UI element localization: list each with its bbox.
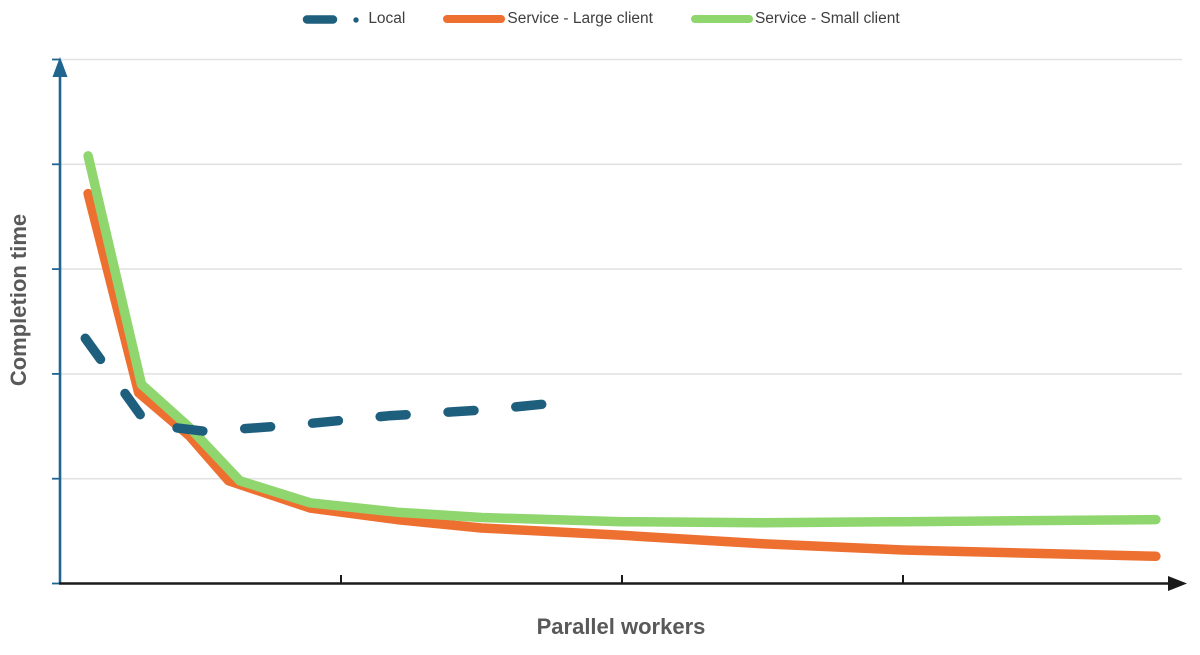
series-line-service-large-client [83,188,1161,562]
legend: Local Service - Large client Service - S… [0,6,1200,32]
legend-item-local: Local [300,10,405,28]
service-small-line-swatch-icon [690,15,753,23]
legend-label-local: Local [368,10,406,27]
y-axis-label-wrap: Completion time [2,0,36,600]
x-axis-arrow-icon [1168,576,1187,591]
y-axis-arrow-icon [52,57,68,77]
local-dash-dot-swatch-icon [303,15,360,24]
series-line-local [80,333,568,437]
legend-label-service-small: Service - Small client [754,10,900,27]
legend-item-service-small: Service - Small client [690,10,900,28]
legend-label-service-large: Service - Large client [507,10,653,27]
service-large-line-swatch-icon [443,15,506,23]
y-axis-label: Completion time [6,213,31,387]
legend-item-service-large: Service - Large client [443,10,653,28]
x-axis-label: Parallel workers [536,614,706,639]
series-line-service-small-client [83,151,1161,528]
